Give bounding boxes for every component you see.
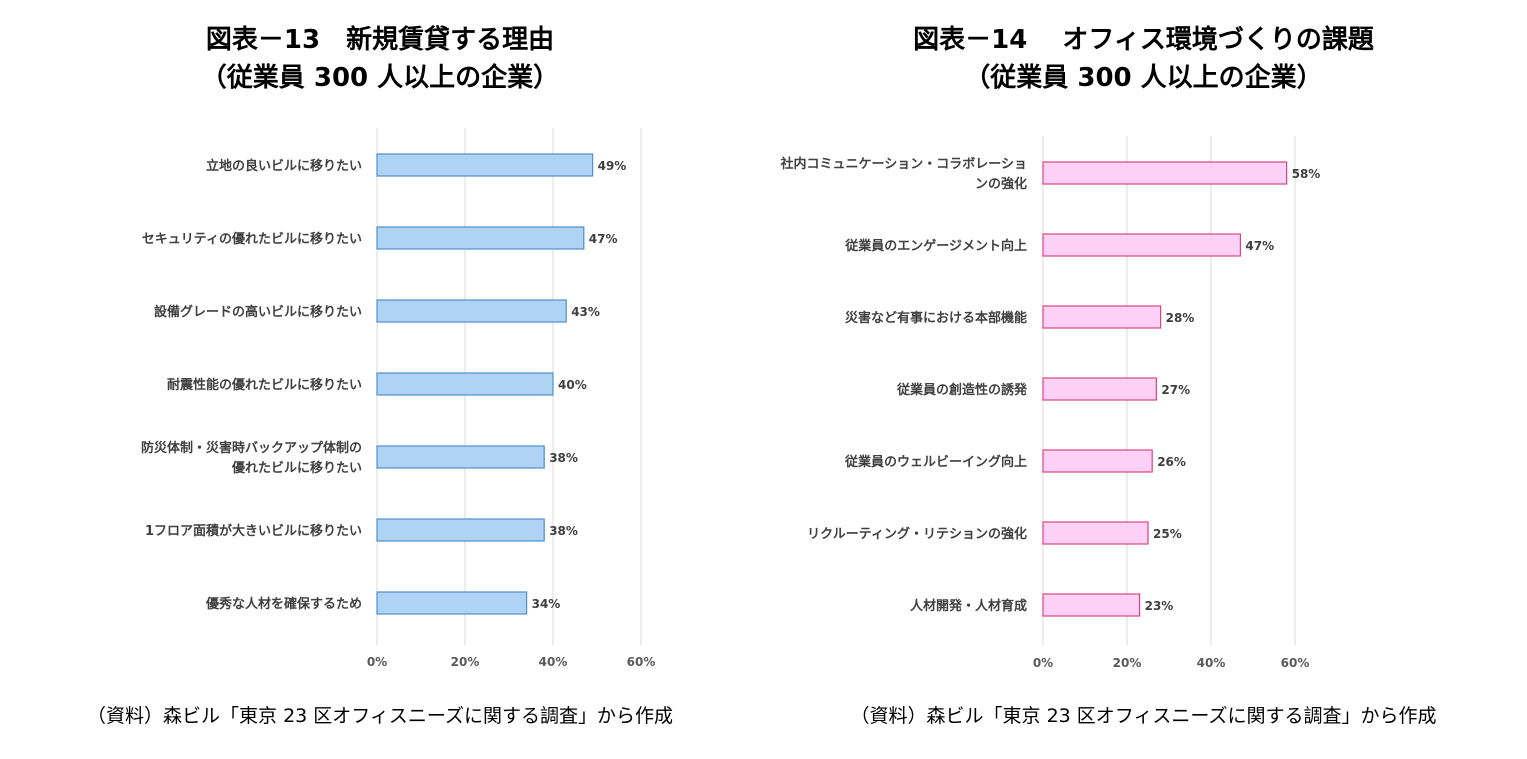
data-label: 40%: [558, 378, 587, 392]
category-label: 優れたビルに移りたい: [231, 460, 362, 476]
category-label: 人材開発・人材育成: [910, 598, 1027, 614]
category-label: 従業員のエンゲージメント向上: [844, 238, 1027, 254]
bar: [1042, 593, 1141, 617]
bar: [376, 226, 585, 250]
category-label: 従業員のウェルビーイング向上: [844, 454, 1027, 470]
bar: [1042, 377, 1158, 401]
category-label: 優秀な人材を確保するため: [205, 596, 362, 612]
category-label: 防災体制・災害時バックアップ体制の: [141, 440, 362, 456]
category-label: 耐震性能の優れたビルに移りたい: [167, 377, 362, 393]
bar: [376, 153, 594, 177]
x-tick-label: 60%: [627, 655, 656, 669]
data-label: 26%: [1157, 455, 1186, 469]
bar: [1042, 233, 1241, 257]
bar: [376, 445, 545, 469]
bar: [376, 518, 545, 542]
data-label: 27%: [1161, 383, 1190, 397]
chart-subtitle: （従業員 300 人以上の企業）: [200, 63, 560, 93]
x-tick-label: 60%: [1281, 656, 1310, 670]
bar: [1042, 449, 1153, 473]
category-label: 社内コミュニケーション・コラボレーショ: [780, 156, 1027, 172]
chart-source: （資料）森ビル「東京 23 区オフィスニーズに関する調査」から作成: [850, 705, 1437, 727]
chart-title: 図表－13 新規賃貸する理由: [205, 25, 555, 55]
category-label: 設備グレードの高いビルに移りたい: [154, 304, 362, 320]
data-label: 49%: [598, 159, 627, 173]
category-label: ンの強化: [975, 176, 1027, 192]
data-label: 28%: [1166, 311, 1195, 325]
bar: [1042, 305, 1162, 329]
category-label: リクルーティング・リテションの強化: [807, 526, 1027, 542]
x-tick-label: 40%: [539, 655, 568, 669]
bar: [1042, 161, 1288, 185]
x-tick-label: 20%: [1113, 656, 1142, 670]
x-tick-label: 0%: [367, 655, 387, 669]
category-label: 1フロア面積が大きいビルに移りたい: [145, 523, 362, 539]
bar-chart-left: 0% 20% 40% 60% 49% 立地の良いビルに移りたい 47% セキュリティの優れたビ…: [141, 128, 656, 669]
category-label: 従業員の創造性の誘発: [896, 382, 1028, 398]
x-tick-label: 20%: [451, 655, 480, 669]
data-label: 58%: [1292, 167, 1321, 181]
bar: [376, 372, 554, 396]
chart-panel-right: 図表－14 オフィス環境づくりの課題 （従業員 300 人以上の企業） 0% 20…: [760, 0, 1527, 759]
data-label: 47%: [589, 232, 618, 246]
data-label: 38%: [549, 451, 578, 465]
data-label: 38%: [549, 524, 578, 538]
bar: [376, 591, 528, 615]
category-label: 災害など有事における本部機能: [845, 310, 1027, 326]
x-tick-label: 40%: [1197, 656, 1226, 670]
bar: [376, 299, 567, 323]
chart-title: 図表－14 オフィス環境づくりの課題: [913, 25, 1374, 55]
category-label: セキュリティの優れたビルに移りたい: [142, 231, 362, 247]
chart-panel-left: 図表－13 新規賃貸する理由 （従業員 300 人以上の企業） 0% 20% 40%…: [0, 0, 760, 759]
data-label: 43%: [571, 305, 600, 319]
data-label: 23%: [1145, 599, 1174, 613]
data-label: 34%: [532, 597, 561, 611]
chart-source: （資料）森ビル「東京 23 区オフィスニーズに関する調査」から作成: [87, 705, 673, 727]
x-tick-label: 0%: [1033, 656, 1053, 670]
category-label: 立地の良いビルに移りたい: [206, 158, 362, 174]
data-label: 25%: [1153, 527, 1182, 541]
bar: [1042, 521, 1149, 545]
chart-subtitle: （従業員 300 人以上の企業）: [964, 63, 1323, 93]
data-label: 47%: [1245, 239, 1274, 253]
